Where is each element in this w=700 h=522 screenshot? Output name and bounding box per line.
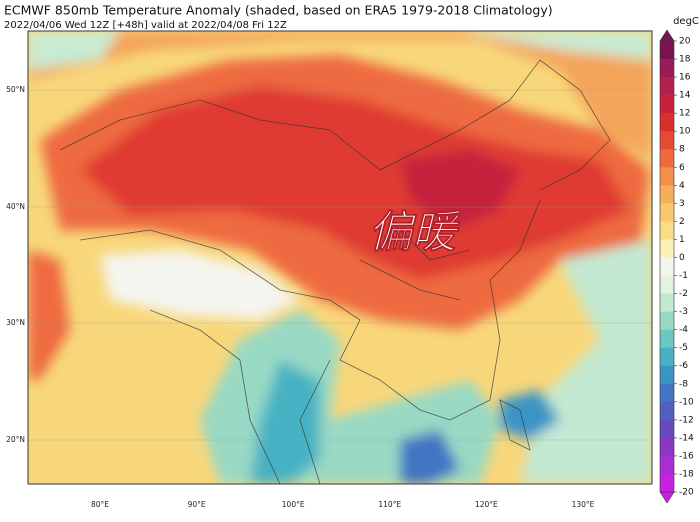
colorbar-tick-label: -10 (679, 397, 694, 407)
subtitle: 2022/04/06 Wed 12Z [+48h] valid at 2022/… (4, 20, 287, 31)
colorbar-swatch (660, 401, 674, 421)
colorbar-swatch (660, 149, 674, 168)
colorbar-swatch (660, 185, 674, 204)
colorbar-tick-label: 2 (679, 217, 685, 227)
lon-label: 120°E (475, 500, 498, 509)
lon-label: 110°E (378, 500, 401, 509)
colorbar-swatch (660, 41, 674, 60)
map-shading (28, 31, 652, 484)
colorbar-tick-label: -1 (679, 271, 688, 281)
lon-label: 80°E (91, 500, 109, 509)
annotation: 偏暖 (368, 207, 462, 258)
colorbar-swatch (660, 347, 674, 367)
colorbar-label: degC (673, 16, 699, 27)
colorbar-swatch (660, 167, 674, 186)
lon-label: 100°E (282, 500, 305, 509)
lat-label: 50°N (6, 85, 25, 94)
lon-label: 90°E (188, 500, 206, 509)
colorbar-tick-label: -16 (679, 451, 694, 461)
lat-label: 30°N (6, 318, 25, 327)
colorbar-swatch (660, 419, 674, 439)
colorbar-tick-label: 18 (679, 55, 691, 65)
colorbar-swatch (660, 329, 674, 348)
colorbar-tick-label: 16 (679, 73, 691, 83)
colorbar-tick-label: -6 (679, 361, 688, 371)
colorbar-tick-label: 3 (679, 199, 685, 209)
colorbar-tick-label: 0 (679, 253, 685, 263)
colorbar-tick-label: -12 (679, 415, 694, 425)
colorbar-swatch (660, 77, 674, 96)
colorbar-swatch (660, 293, 674, 312)
colorbar-swatch (660, 257, 674, 276)
colorbar-swatch (660, 59, 674, 78)
colorbar-swatch (660, 473, 674, 493)
colorbar-swatch (660, 383, 674, 403)
colorbar-tick-label: -2 (679, 289, 688, 299)
colorbar-tick-label: -14 (679, 433, 694, 443)
colorbar-tick-label: -20 (679, 488, 694, 498)
lat-label: 20°N (6, 435, 25, 444)
colorbar-tick-label: 8 (679, 145, 685, 155)
colorbar-tick-label: -18 (679, 469, 694, 479)
graticule (28, 89, 652, 441)
colorbar-swatch (660, 95, 674, 114)
colorbar-extend-bottom (659, 491, 675, 504)
colorbar-extend-top (659, 29, 675, 42)
colorbar-frame (659, 40, 675, 493)
colorbar-tick-label: 12 (679, 109, 690, 119)
lat-label: 40°N (6, 202, 25, 211)
lon-label: 130°E (572, 500, 595, 509)
colorbar-swatch (660, 131, 674, 150)
colorbar-swatch (660, 203, 674, 222)
colorbar-tick-label: -3 (679, 307, 688, 317)
colorbar-tick-label: 1 (679, 235, 685, 245)
colorbar-swatch (660, 239, 674, 258)
colorbar-swatch (660, 311, 674, 330)
colorbar-swatch (660, 275, 674, 294)
map-frame (27, 30, 653, 485)
colorbar-swatch (660, 221, 674, 240)
colorbar-tick-label: -8 (679, 379, 688, 389)
colorbar-swatch (660, 437, 674, 457)
colorbar-tick-label: 20 (679, 37, 691, 47)
colorbar-tick-label: -4 (679, 325, 688, 335)
title: ECMWF 850mb Temperature Anomaly (shaded,… (4, 3, 553, 18)
colorbar-tick-label: 10 (679, 127, 691, 137)
colorbar-tick-label: 14 (679, 91, 691, 101)
colorbar-swatch (660, 113, 674, 132)
colorbar-swatch (660, 455, 674, 475)
colorbar-tick-label: -5 (679, 343, 688, 353)
colorbar-tick-label: 4 (679, 181, 685, 191)
colorbar-swatch (660, 365, 674, 385)
colorbar-tick-label: 6 (679, 163, 685, 173)
